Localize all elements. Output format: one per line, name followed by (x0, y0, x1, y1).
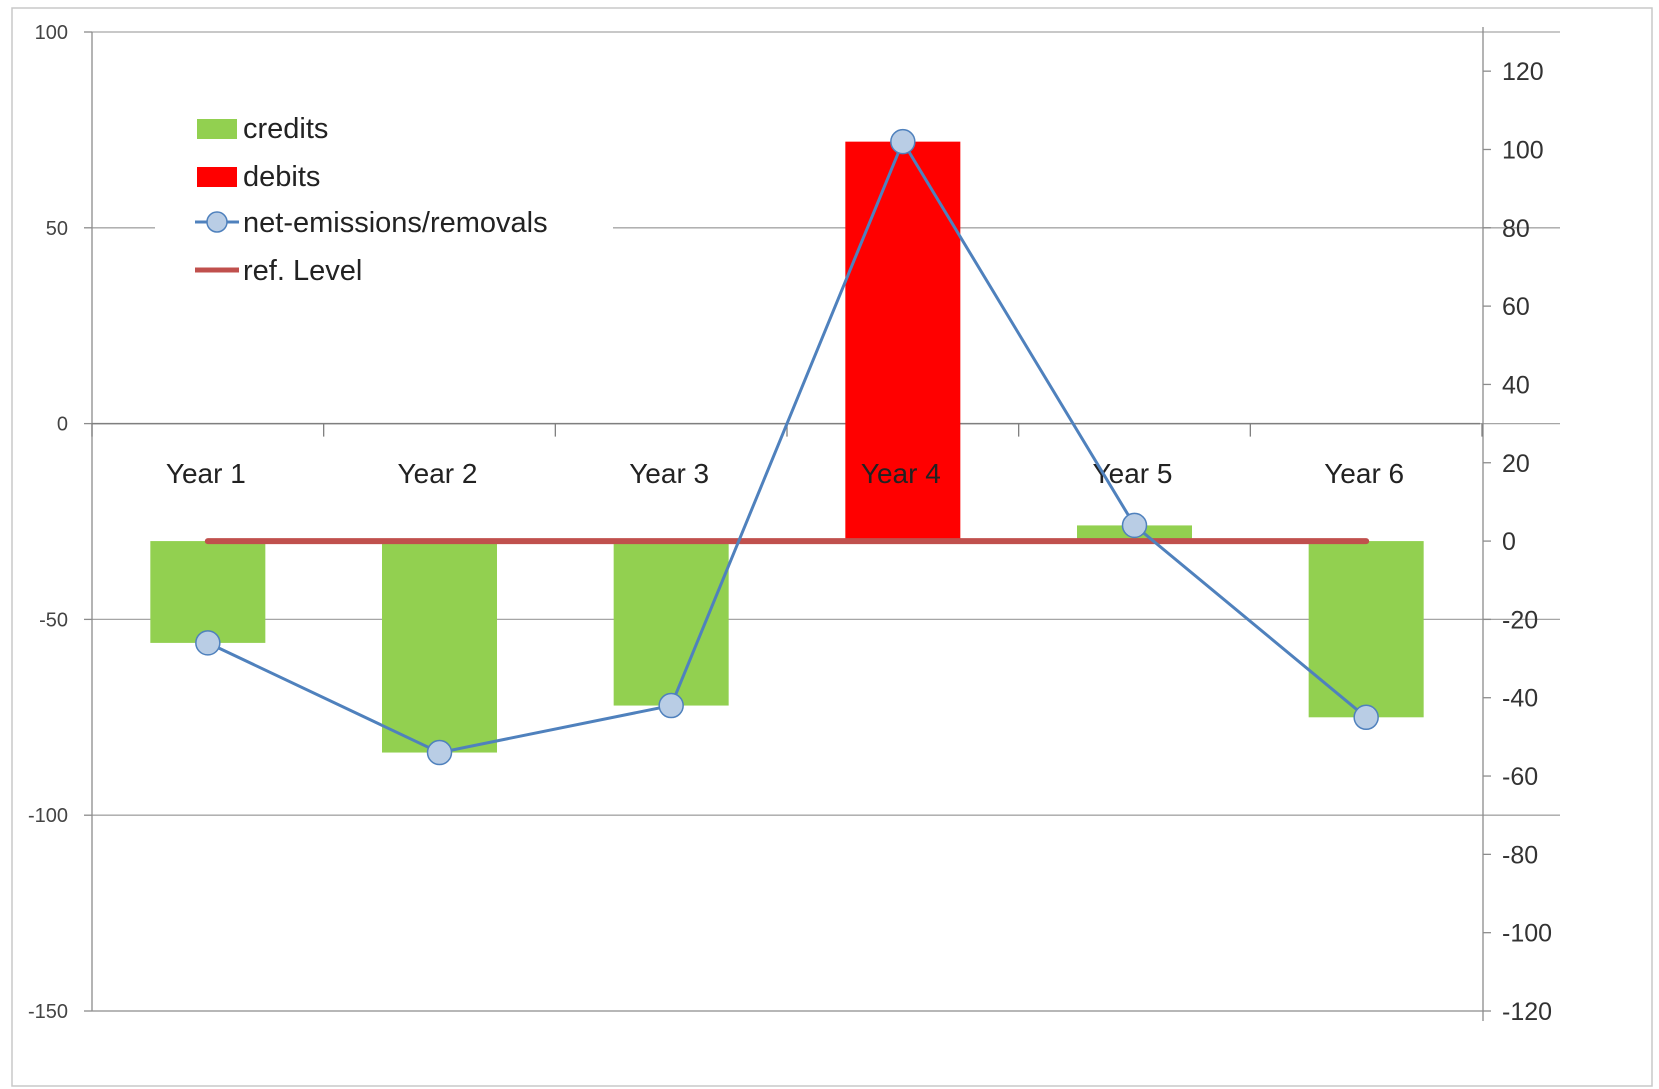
credits-bar (382, 541, 497, 753)
legend: credits debits net-emissions/removals ref. … (155, 100, 613, 296)
legend-swatch-0 (197, 119, 237, 139)
net-emissions-marker (1121, 512, 1148, 539)
right-tick-label: 40 (1502, 371, 1530, 399)
left-tick-label: 50 (46, 218, 68, 240)
category-label: Year 3 (629, 458, 709, 489)
right-tick-label: 60 (1502, 293, 1530, 321)
credits-bar (1308, 541, 1424, 718)
category-label: Year 2 (398, 458, 478, 489)
net-line (195, 128, 1379, 766)
right-tick-label: 120 (1502, 58, 1544, 86)
left-tick-label: -50 (39, 609, 68, 631)
net-emissions-marker (890, 128, 916, 155)
category-labels: Year 1 Year 2 Year 3 Year 4 Year 5 Year 6 (166, 458, 1404, 489)
net-emissions-line-path (207, 138, 1368, 755)
right-tick-label: 80 (1502, 215, 1530, 243)
net-emissions-marker (1353, 704, 1379, 731)
legend-label: net-emissions/removals (243, 207, 548, 239)
right-tick-label: 20 (1502, 450, 1530, 478)
axes: 100 50 0 -50 -100 -150 120 100 80 60 40 20 0 -20 -40 -6… (28, 22, 1552, 1026)
left-tick-label: -150 (28, 1001, 68, 1023)
net-emissions-marker (195, 630, 221, 656)
right-tick-label: -40 (1502, 685, 1538, 713)
legend-label: ref. Level (243, 255, 362, 287)
right-tick-label: 0 (1502, 528, 1516, 556)
right-tick-label: -80 (1502, 841, 1538, 869)
debits-bar (845, 141, 961, 542)
legend-label: credits (243, 113, 328, 145)
left-tick-label: 100 (35, 22, 68, 44)
right-tick-label: -60 (1502, 763, 1538, 791)
credits-bar (613, 541, 729, 706)
right-tick-label: -20 (1502, 606, 1538, 634)
category-label: Year 1 (166, 458, 246, 489)
net-emissions-marker (426, 739, 453, 766)
right-tick-label: -100 (1502, 920, 1552, 948)
left-tick-label: 0 (57, 414, 68, 436)
legend-marker-swatch (206, 211, 228, 233)
category-label: Year 5 (1093, 458, 1173, 489)
legend-label: debits (243, 161, 320, 193)
category-label: Year 4 (861, 458, 941, 489)
left-tick-label: -100 (28, 805, 68, 827)
right-tick-label: 100 (1502, 136, 1544, 164)
category-label: Year 6 (1324, 458, 1404, 489)
credits-bar (150, 541, 266, 643)
net-emissions-marker (658, 692, 684, 719)
right-tick-label: -120 (1502, 998, 1552, 1026)
legend-swatch-1 (197, 167, 237, 187)
